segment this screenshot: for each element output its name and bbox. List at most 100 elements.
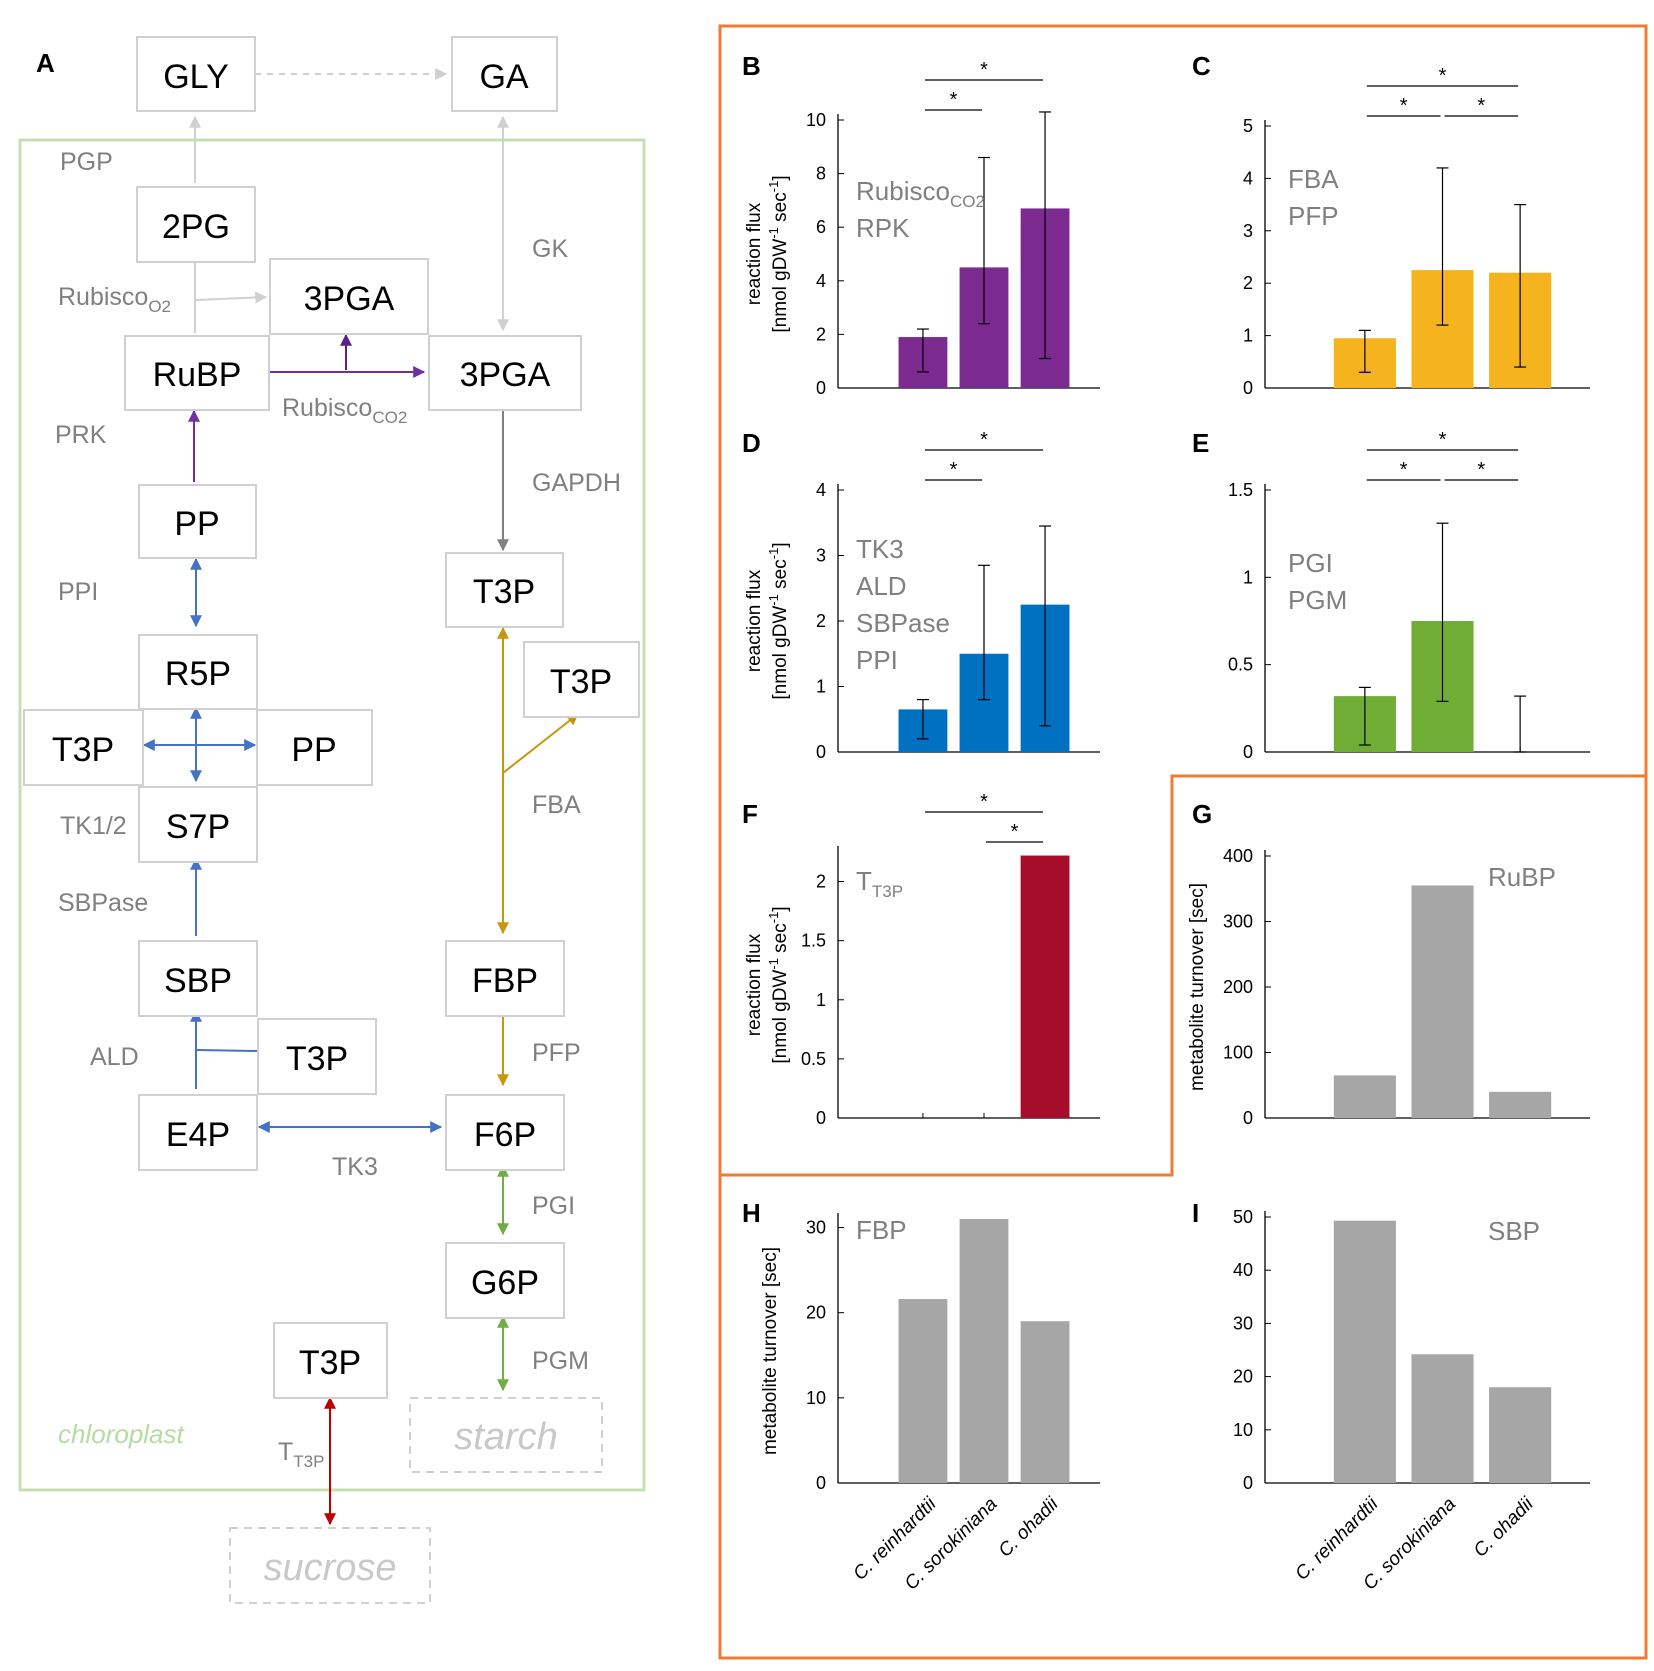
y-axis-unit: [nmol gDW xyxy=(770,239,791,333)
y-tick-label: 6 xyxy=(816,217,826,237)
panel-letter-c: C xyxy=(1192,51,1211,81)
series-label: FBA xyxy=(1288,164,1339,194)
enzyme-tk3: TK3 xyxy=(332,1153,378,1181)
error-bar xyxy=(1436,522,1449,702)
bar-f-3 xyxy=(1020,855,1070,1118)
node-f6p: F6P xyxy=(474,1116,536,1154)
y-tick-label: 4 xyxy=(816,480,826,500)
significance-star: * xyxy=(1400,459,1408,481)
y-tick-label: 3 xyxy=(816,546,826,566)
bar-h-1 xyxy=(898,1299,948,1483)
y-tick-label: 50 xyxy=(1233,1207,1253,1227)
series-label-text: RuBP xyxy=(1488,862,1556,892)
series-label: RPK xyxy=(856,213,910,243)
error-bar xyxy=(1358,686,1371,746)
node-g6p: G6P xyxy=(471,1264,539,1302)
y-axis-unit: sec xyxy=(770,923,791,958)
error-bar xyxy=(1039,111,1052,360)
series-label-text: FBP xyxy=(856,1215,907,1245)
y-axis-unit-sup: -1 xyxy=(766,548,781,560)
y-axis-title: metabolite turnover [sec] xyxy=(1187,883,1208,1091)
significance-star: * xyxy=(980,791,988,813)
y-tick-label: 4 xyxy=(816,271,826,291)
y-tick-label: 0 xyxy=(816,742,826,762)
enzyme-fba: FBA xyxy=(532,791,581,819)
node-ga: GA xyxy=(479,58,528,96)
series-label: PPI xyxy=(856,645,898,675)
y-axis-title-line1: reaction flux xyxy=(744,933,765,1036)
y-axis-unit-sup: -1 xyxy=(766,958,781,970)
significance-star: * xyxy=(1011,821,1019,843)
enzyme-rubisco-o2: RubiscoO2 xyxy=(58,283,171,316)
series-label-text: RPK xyxy=(856,213,910,243)
y-axis-unit: [nmol gDW xyxy=(770,606,791,700)
node-pp-top: PP xyxy=(174,505,219,543)
error-bar xyxy=(1039,525,1052,727)
enzyme-pfp: PFP xyxy=(532,1039,581,1067)
y-tick-label: 4 xyxy=(1243,168,1253,188)
series-label-text: PPI xyxy=(856,645,898,675)
series-label-text: T xyxy=(856,866,872,896)
y-axis-unit: sec xyxy=(770,192,791,227)
node-t3p-left: T3P xyxy=(52,731,114,769)
node-rubp: RuBP xyxy=(153,356,242,394)
significance-star: * xyxy=(1439,429,1447,451)
significance-star: * xyxy=(980,59,988,81)
bar-i-1 xyxy=(1333,1220,1396,1483)
node-pp-mid: PP xyxy=(291,731,336,769)
y-tick-label: 400 xyxy=(1223,846,1253,866)
y-tick-label: 0 xyxy=(816,378,826,398)
node-sucrose: sucrose xyxy=(263,1547,396,1589)
y-tick-label: 1 xyxy=(816,990,826,1010)
panel-letter-b: B xyxy=(742,51,761,81)
enzyme-prk: PRK xyxy=(55,421,107,449)
error-bar xyxy=(1436,167,1449,326)
y-tick-label: 20 xyxy=(1233,1367,1253,1387)
y-tick-label: 1 xyxy=(816,677,826,697)
node-2pg: 2PG xyxy=(162,208,230,246)
y-axis-title-line2: [nmol gDW-1 sec-1] xyxy=(766,542,791,699)
enzyme-ppi: PPI xyxy=(58,578,98,606)
species-label: C. ohadii xyxy=(1470,1493,1538,1561)
series-label: TK3 xyxy=(856,534,904,564)
panel-letter-f: F xyxy=(742,799,758,829)
y-tick-label: 30 xyxy=(1233,1313,1253,1333)
node-e4p: E4P xyxy=(166,1116,230,1154)
series-label-text: SBPase xyxy=(856,608,950,638)
error-bar xyxy=(916,698,929,740)
y-axis-title-line2: [nmol gDW-1 sec-1] xyxy=(766,906,791,1063)
node-t3p-bottom: T3P xyxy=(299,1344,361,1382)
series-label: RuBP xyxy=(1488,862,1556,892)
enzyme-pgi: PGI xyxy=(532,1192,575,1220)
error-bar xyxy=(978,156,990,325)
series-label-subscript: T3P xyxy=(872,882,903,901)
enzyme-tk12: TK1/2 xyxy=(60,812,127,840)
node-t3p-right: T3P xyxy=(473,573,535,611)
bar-i-3 xyxy=(1489,1387,1552,1483)
node-t3p-side: T3P xyxy=(550,663,612,701)
series-label-text: ALD xyxy=(856,571,907,601)
enzyme-gk: GK xyxy=(532,235,568,263)
significance-star: * xyxy=(1477,459,1485,481)
arrow-fba-t3p xyxy=(502,713,579,774)
enzyme-sbpase: SBPase xyxy=(58,889,148,917)
y-tick-label: 0 xyxy=(1243,378,1253,398)
y-tick-label: 300 xyxy=(1223,912,1253,932)
bar-h-2 xyxy=(959,1219,1009,1483)
y-axis-title-line1: reaction flux xyxy=(744,202,765,305)
y-tick-label: 2 xyxy=(816,611,826,631)
y-tick-label: 100 xyxy=(1223,1043,1253,1063)
node-3pga: 3PGA xyxy=(460,356,551,394)
arrow-rubisco-o2 xyxy=(195,291,268,304)
chloroplast-label: chloroplast xyxy=(58,1419,186,1449)
y-tick-label: 3 xyxy=(1243,221,1253,241)
y-axis-unit-sup: -1 xyxy=(766,912,781,924)
series-label: SBPase xyxy=(856,608,950,638)
panel-letter-g: G xyxy=(1192,799,1212,829)
significance-star: * xyxy=(950,459,958,481)
bar-h-3 xyxy=(1020,1321,1070,1483)
enzyme-pgp: PGP xyxy=(60,148,113,176)
bar-g-2 xyxy=(1411,885,1474,1118)
